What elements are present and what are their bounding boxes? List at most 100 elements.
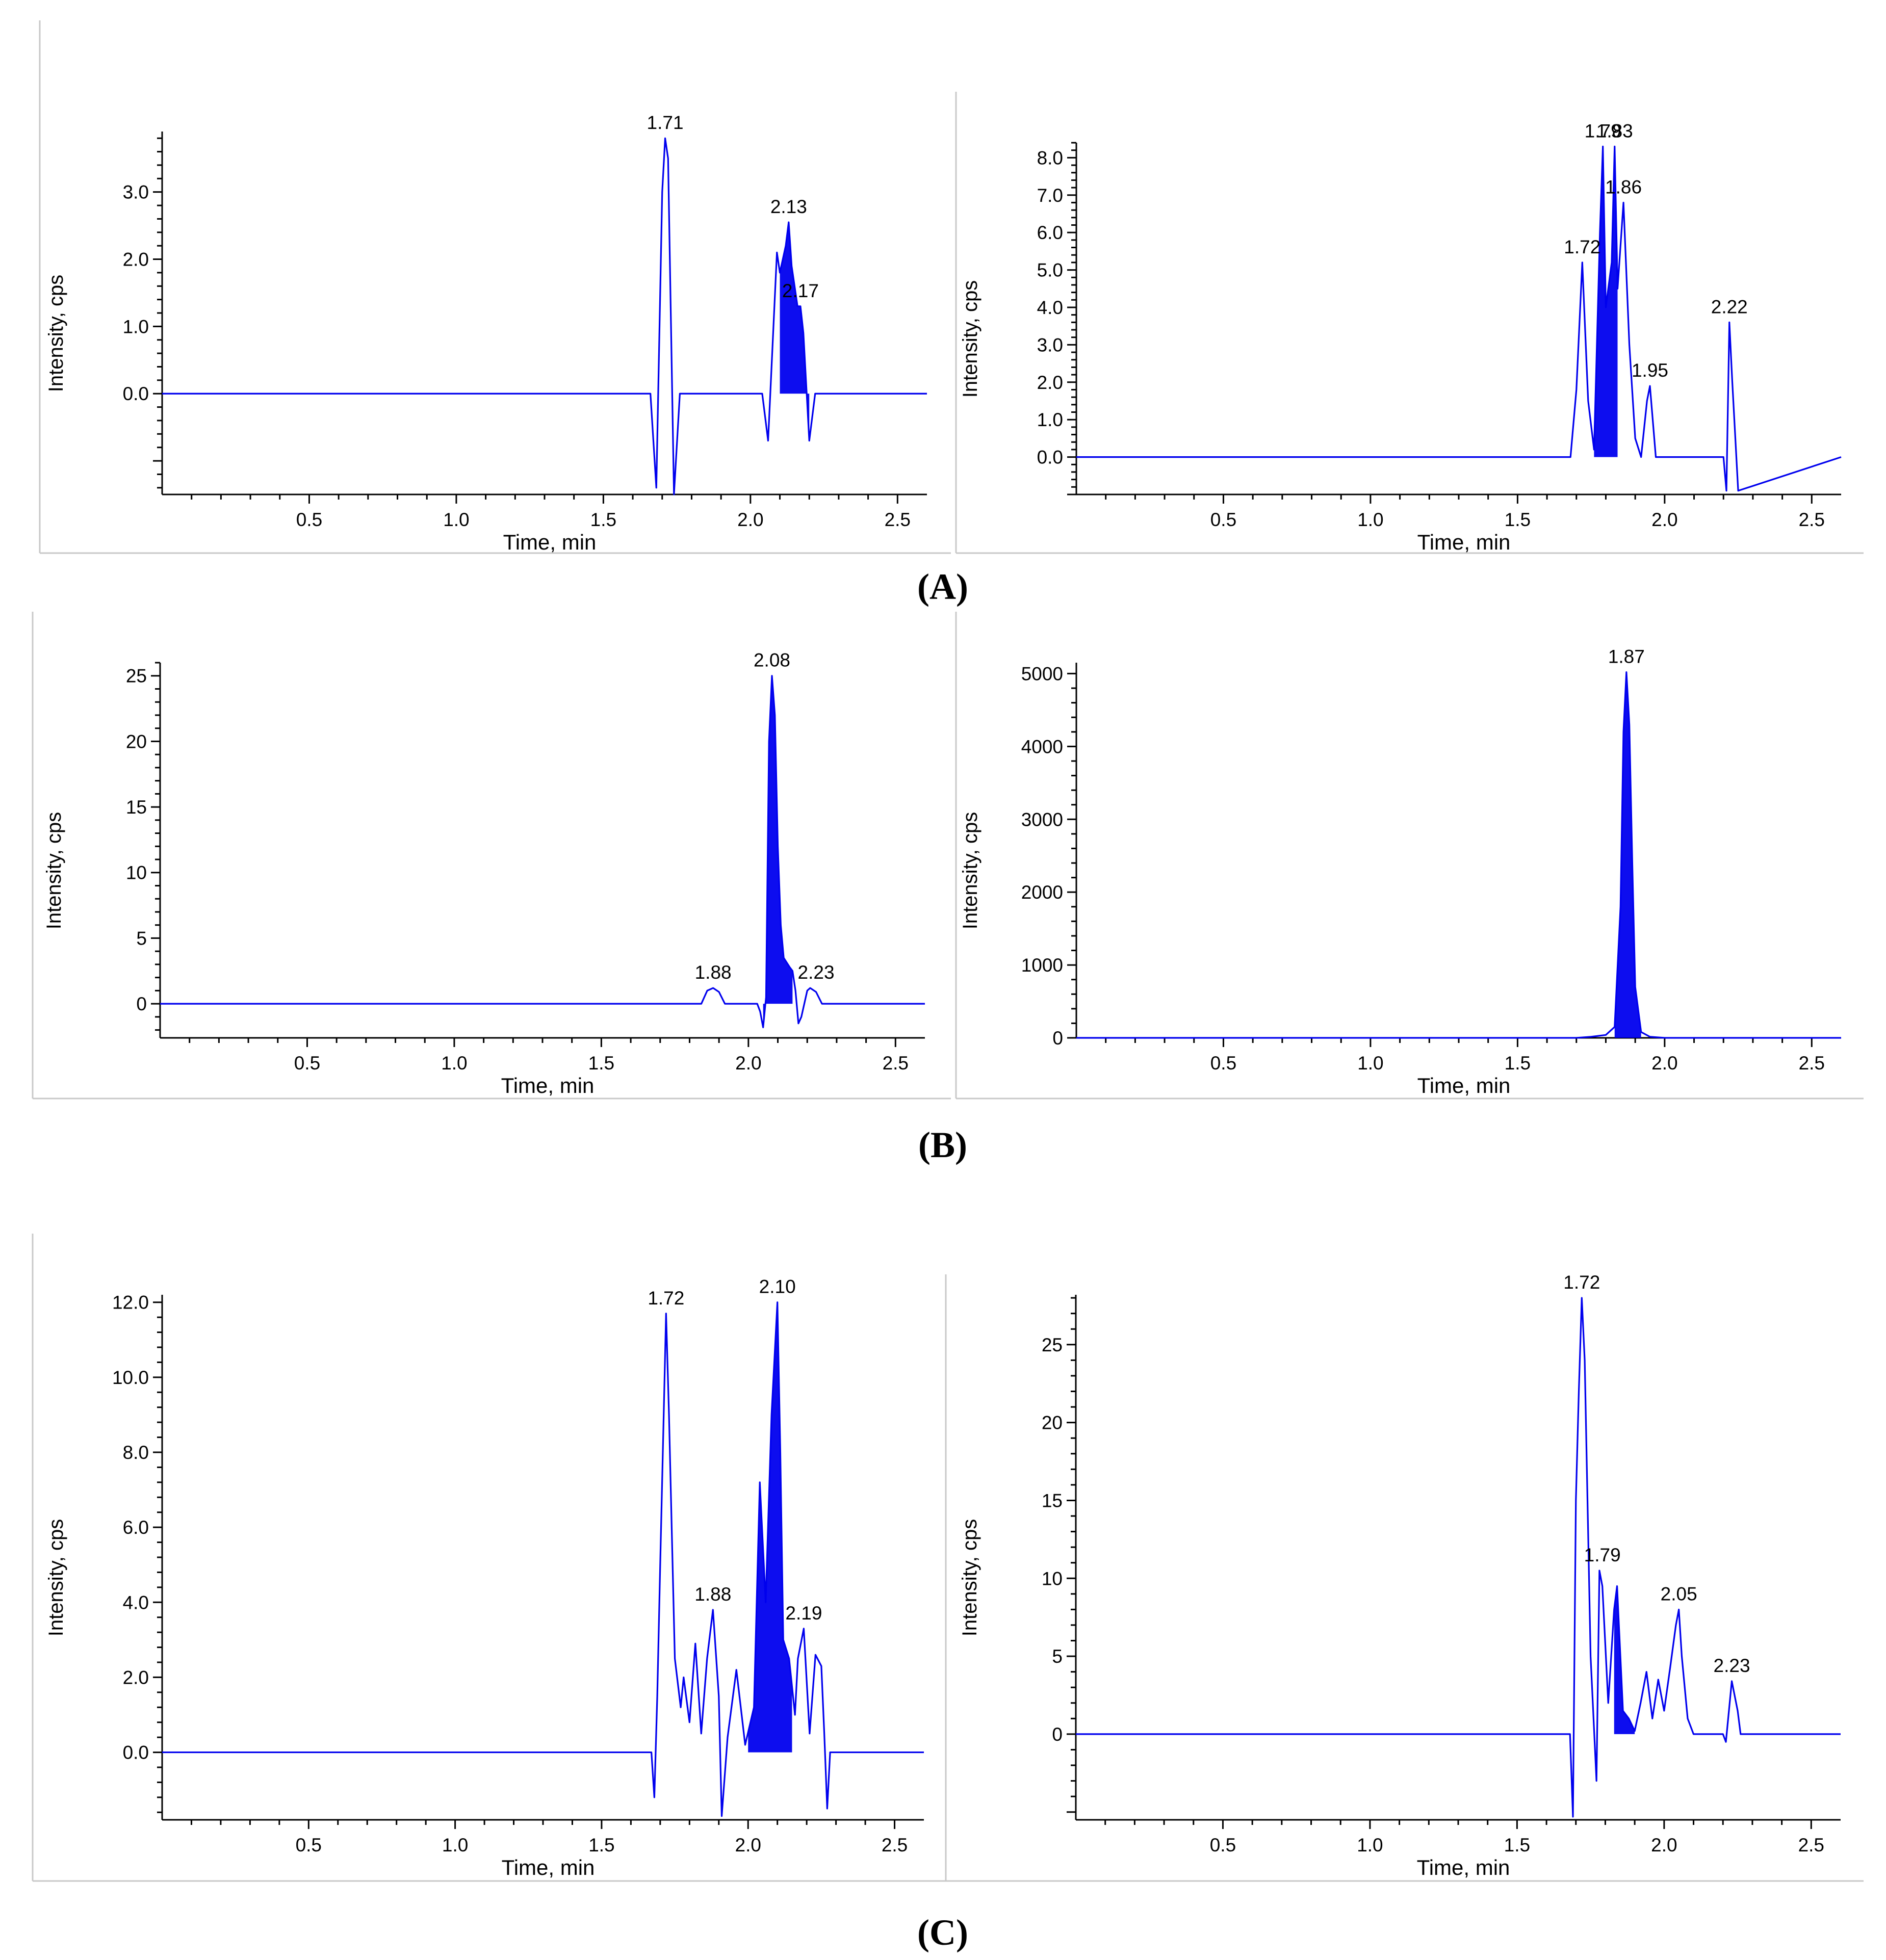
y-tick-label: 3000 xyxy=(1021,809,1063,830)
y-tick-label: 7.0 xyxy=(1037,185,1063,206)
chromatogram-trace xyxy=(1076,1297,1841,1818)
peak-label: 1.72 xyxy=(648,1288,684,1309)
y-tick-label: 0.0 xyxy=(123,383,149,404)
peak-label: 2.10 xyxy=(759,1276,796,1297)
panel-caption-c: (C) xyxy=(917,1912,968,1953)
x-tick-label: 0.5 xyxy=(294,1053,320,1074)
peak-label: 1.87 xyxy=(1608,646,1645,667)
x-axis-title: Time, min xyxy=(502,1856,595,1879)
x-tick-label: 1.5 xyxy=(590,509,616,530)
y-tick-label: 1.0 xyxy=(123,316,149,337)
chromatogram-chart-5: 0.5 1.0 1.5 2.0 2.5 0.0 2.0 4.0 6.0 8.0 10.0 12.0 Ti… xyxy=(32,1234,951,1882)
x-tick-label: 2.0 xyxy=(737,509,763,530)
x-tick-label: 1.5 xyxy=(1504,1835,1530,1856)
x-axis-title: Time, min xyxy=(1417,1074,1511,1097)
x-tick-label: 2.0 xyxy=(1651,1053,1677,1074)
peak-label: 2.23 xyxy=(798,962,835,983)
peak-label: 1.72 xyxy=(1564,237,1600,257)
y-tick-label: 6.0 xyxy=(123,1517,149,1538)
x-tick-label: 0.5 xyxy=(1210,509,1236,530)
y-tick-label: 0 xyxy=(1052,1724,1063,1745)
y-tick-label: 8.0 xyxy=(123,1442,149,1463)
x-tick-label: 1.0 xyxy=(442,1835,468,1856)
y-tick-label: 20 xyxy=(126,731,147,752)
y-tick-label: 2.0 xyxy=(123,249,149,270)
x-tick-label: 2.5 xyxy=(1799,509,1825,530)
x-axis-title: Time, min xyxy=(503,530,597,554)
y-tick-label: 5.0 xyxy=(1037,260,1063,281)
y-tick-label: 8.0 xyxy=(1037,147,1063,168)
y-tick-label: 25 xyxy=(1042,1335,1063,1355)
chromatogram-trace xyxy=(1076,671,1841,1039)
x-tick-label: 1.5 xyxy=(1505,1053,1531,1074)
y-tick-label: 5 xyxy=(136,928,147,949)
y-axis-title: Intensity, cps xyxy=(45,275,67,392)
x-tick-label: 1.0 xyxy=(1357,1053,1383,1074)
y-axis-title: Intensity, cps xyxy=(959,1519,981,1636)
peak-label: 2.13 xyxy=(770,196,807,217)
x-tick-label: 2.5 xyxy=(882,1835,908,1856)
x-tick-label: 0.5 xyxy=(296,509,322,530)
x-tick-label: 0.5 xyxy=(296,1835,322,1856)
y-tick-label: 12.0 xyxy=(112,1292,149,1313)
peak-label: 1.79 xyxy=(1585,120,1621,141)
x-tick-label: 0.5 xyxy=(1210,1053,1236,1074)
chromatogram-trace xyxy=(162,1301,924,1817)
peak-label: 1.79 xyxy=(1584,1545,1621,1565)
y-tick-label: 1.0 xyxy=(1037,409,1063,430)
integrated-peak-fill xyxy=(1594,146,1618,457)
peak-label: 1.88 xyxy=(694,1584,731,1605)
peak-label: 1.88 xyxy=(695,962,732,983)
x-tick-label: 2.5 xyxy=(885,509,911,530)
x-tick-label: 2.0 xyxy=(1651,1835,1677,1856)
panel-caption-b: (B) xyxy=(918,1125,967,1165)
y-axis-title: Intensity, cps xyxy=(959,280,981,398)
y-tick-label: 0.0 xyxy=(123,1742,149,1763)
chromatogram-chart-4: 0.5 1.0 1.5 2.0 2.5 0 1000 2000 3000 4000 5000 Time… xyxy=(955,612,1864,1100)
y-tick-label: 15 xyxy=(126,797,147,818)
x-tick-label: 2.0 xyxy=(735,1835,761,1856)
peak-label: 2.08 xyxy=(754,650,790,671)
y-tick-label: 3.0 xyxy=(123,182,149,203)
y-tick-label: 10 xyxy=(126,863,147,883)
y-axis-title: Intensity, cps xyxy=(959,812,981,929)
chromatogram-trace xyxy=(160,675,925,1029)
chromatogram-chart-1: 0.5 1.0 1.5 2.0 2.5 0.0 1.0 2.0 3.0 Time, min Inte… xyxy=(39,20,951,554)
x-axis-title: Time, min xyxy=(1417,1856,1510,1879)
peak-label: 1.83 xyxy=(1596,120,1633,141)
y-tick-label: 3.0 xyxy=(1037,334,1063,355)
x-tick-label: 1.5 xyxy=(1505,509,1531,530)
y-tick-label: 0 xyxy=(1052,1028,1063,1049)
y-axis-title: Intensity, cps xyxy=(45,1519,67,1636)
y-tick-label: 5 xyxy=(1052,1646,1063,1667)
integrated-peak-fill xyxy=(1614,674,1641,1038)
y-tick-label: 1000 xyxy=(1021,955,1063,976)
y-tick-label: 2.0 xyxy=(1037,372,1063,393)
x-tick-label: 1.5 xyxy=(588,1053,614,1074)
y-tick-label: 4000 xyxy=(1021,736,1063,757)
x-tick-label: 0.5 xyxy=(1210,1835,1236,1856)
peak-label: 2.19 xyxy=(785,1603,822,1624)
chromatogram-trace xyxy=(1076,145,1842,492)
y-tick-label: 4.0 xyxy=(1037,297,1063,318)
x-tick-label: 1.5 xyxy=(588,1835,614,1856)
panel-caption-a: (A) xyxy=(917,566,968,607)
y-tick-label: 5000 xyxy=(1021,663,1063,684)
x-tick-label: 2.5 xyxy=(1799,1053,1825,1074)
y-tick-label: 10 xyxy=(1042,1568,1063,1589)
x-axis-title: Time, min xyxy=(501,1074,595,1097)
y-tick-label: 10.0 xyxy=(112,1367,149,1388)
chromatogram-chart-6: 0.5 1.0 1.5 2.0 2.5 0 5 10 15 20 25 Time, min Intens… xyxy=(945,1272,1864,1882)
peak-label: 2.23 xyxy=(1714,1655,1750,1676)
y-tick-label: 2000 xyxy=(1021,882,1063,903)
integrated-peak-fill xyxy=(748,1316,792,1753)
integrated-peak-fill xyxy=(780,222,810,441)
chromatogram-chart-2: 0.5 1.0 1.5 2.0 2.5 0.0 1.0 2.0 3.0 4.0 5.0 6.0 7.0 8… xyxy=(955,92,1864,554)
x-tick-label: 2.0 xyxy=(1651,509,1677,530)
chromatogram-trace xyxy=(162,137,927,495)
y-tick-label: 4.0 xyxy=(123,1592,149,1613)
peak-label: 2.17 xyxy=(782,280,819,301)
x-tick-label: 2.5 xyxy=(1798,1835,1824,1856)
y-tick-label: 0.0 xyxy=(1037,447,1063,468)
